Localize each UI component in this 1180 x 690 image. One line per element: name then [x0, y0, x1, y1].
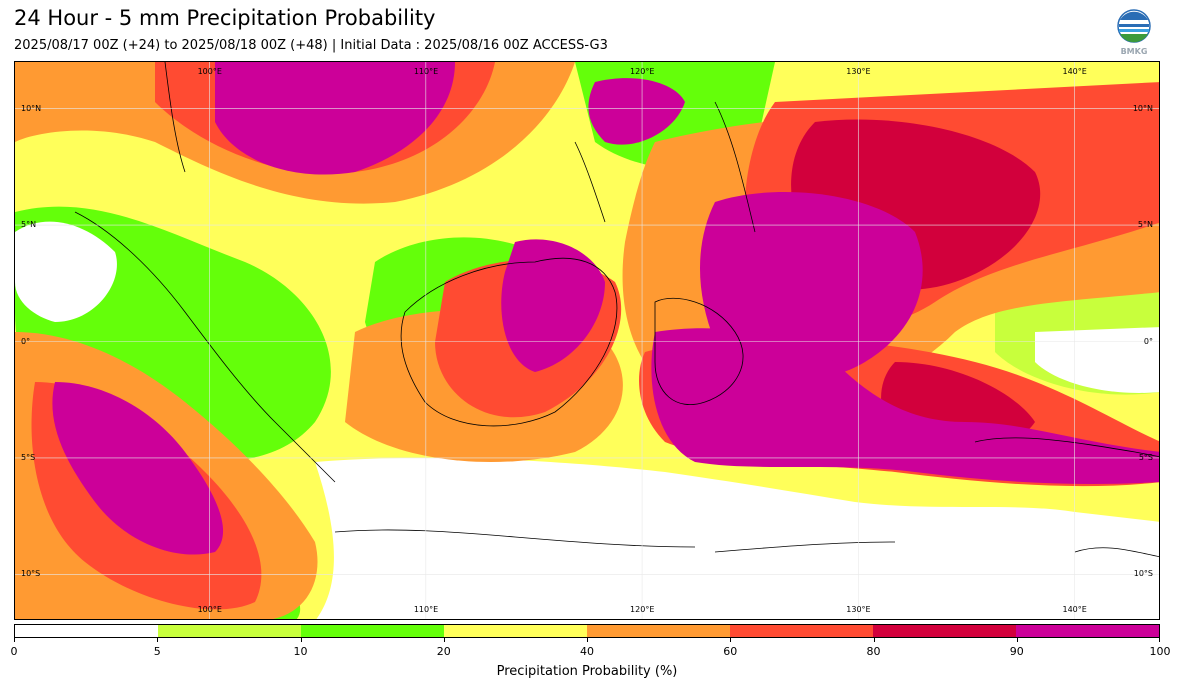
colorbar-tick: [443, 638, 445, 642]
probability-field: [15, 62, 1159, 619]
zone-scs-magenta: [215, 62, 455, 175]
colorbar-segment: [301, 625, 444, 637]
lon-tick-top: 120°E: [630, 67, 655, 76]
zone-dry-west: [15, 221, 117, 322]
zone-philippines-magenta: [588, 78, 685, 145]
lat-tick-right: 0°: [1143, 336, 1153, 346]
colorbar: [14, 624, 1160, 638]
colorbar-label: 10: [293, 645, 308, 658]
colorbar-tick: [300, 638, 302, 642]
colorbar-title: Precipitation Probability (%): [496, 664, 678, 679]
colorbar-segment: [158, 625, 301, 637]
colorbar-tick: [1016, 638, 1018, 642]
coast-borneo: [400, 257, 618, 427]
coast-nusa-tenggara: [714, 541, 896, 553]
zone-kalimantan-magenta: [501, 239, 605, 372]
colorbar-label: 0: [10, 645, 18, 658]
colorbar-label: 60: [723, 645, 738, 658]
coast-australia: [1074, 547, 1159, 557]
lat-tick-right: 5°N: [1137, 220, 1153, 230]
lat-tick-left: 10°S: [21, 569, 41, 579]
zone-dry-east: [1035, 327, 1159, 393]
logo-text: BMKG: [1121, 47, 1148, 56]
lon-tick-top: 140°E: [1062, 67, 1087, 76]
zone-banda-magenta: [651, 328, 1159, 484]
colorbar-label: 40: [580, 645, 594, 658]
colorbar-label: 100: [1149, 645, 1171, 658]
coast-java: [334, 529, 696, 548]
lon-tick-top: 130°E: [846, 67, 871, 76]
colorbar-label: 20: [436, 645, 451, 658]
chart-title: 24 Hour - 5 mm Precipitation Probability: [14, 6, 436, 30]
coast-malay-peninsula: [164, 62, 186, 173]
chart-subtitle: 2025/08/17 00Z (+24) to 2025/08/18 00Z (…: [14, 38, 608, 53]
colorbar-label: 90: [1009, 645, 1024, 658]
colorbar-segment: [873, 625, 1016, 637]
lon-tick-bottom: 100°E: [197, 605, 222, 614]
coast-new-guinea: [974, 437, 1159, 458]
precipitation-map: 100°E 100°E 110°E 110°E 120°E 120°E 130°E 130°E…: [14, 61, 1160, 620]
colorbar-tick: [157, 638, 159, 642]
colorbar-segment: [1016, 625, 1159, 637]
colorbar-tick: [587, 638, 588, 642]
colorbar-segment: [444, 625, 587, 637]
lat-tick-left: 5°S: [21, 452, 36, 462]
lat-tick-right: 5°S: [1138, 452, 1153, 462]
lon-tick-bottom: 130°E: [846, 605, 871, 614]
coast-palawan: [574, 141, 606, 223]
lat-tick-left: 0°: [21, 336, 31, 346]
lat-tick-left: 10°N: [21, 103, 42, 113]
zone-dry-south: [315, 457, 1159, 619]
lon-tick-bottom: 120°E: [630, 605, 655, 614]
coast-sumatra: [74, 211, 336, 483]
colorbar-tick: [873, 638, 875, 642]
lat-tick-right: 10°S: [1133, 569, 1153, 579]
coast-philippines: [714, 101, 756, 233]
coastlines: [74, 62, 1159, 557]
colorbar-segment: [730, 625, 873, 637]
lon-tick-top: 100°E: [197, 67, 222, 76]
colorbar-tick: [730, 638, 732, 642]
graticule: [15, 62, 1159, 619]
coast-sulawesi: [654, 297, 744, 405]
colorbar-segment: [15, 625, 158, 637]
colorbar-tick: [1159, 638, 1160, 642]
bmkg-logo-icon: BMKG: [1112, 8, 1156, 56]
colorbar-segment: [587, 625, 730, 637]
colorbar-label: 80: [866, 645, 881, 658]
colorbar-tick: [14, 638, 15, 642]
colorbar-label: 5: [153, 645, 161, 658]
map-canvas: [15, 62, 1159, 619]
lon-tick-bottom: 110°E: [413, 605, 439, 614]
lat-tick-right: 10°N: [1132, 103, 1153, 113]
zone-sumatra-magenta: [52, 382, 224, 555]
lat-tick-left: 5°N: [21, 220, 37, 230]
lon-tick-bottom: 140°E: [1062, 605, 1087, 614]
lon-tick-top: 110°E: [413, 67, 439, 76]
